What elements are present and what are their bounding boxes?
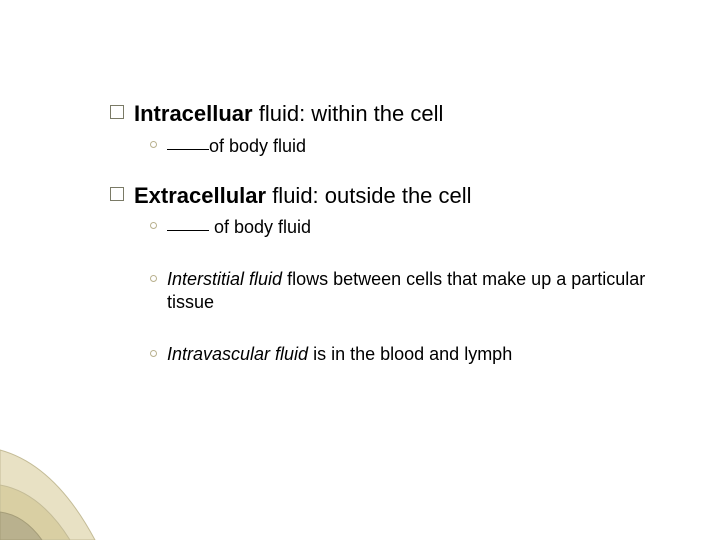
subbullet-intra-1: of body fluid bbox=[150, 134, 650, 158]
extra-sub3-rest: is in the blood and lymph bbox=[308, 344, 512, 364]
extra-head-bold: Extracellular bbox=[134, 183, 266, 208]
subbullet-extra-2-text: Interstitial fluid flows between cells t… bbox=[167, 268, 650, 315]
bullet-intracellular-text: Intracelluar fluid: within the cell bbox=[134, 100, 443, 128]
square-bullet-icon bbox=[110, 105, 124, 119]
ring-bullet-icon bbox=[150, 222, 157, 229]
subbullet-extra-1: of body fluid bbox=[150, 215, 650, 239]
slide-content: Intracelluar fluid: within the cell of b… bbox=[110, 100, 650, 372]
intra-head-bold: Intracelluar bbox=[134, 101, 253, 126]
spacer bbox=[110, 164, 650, 182]
spacer bbox=[110, 246, 650, 268]
subbullet-extra-3-text: Intravascular fluid is in the blood and … bbox=[167, 343, 512, 366]
square-bullet-icon bbox=[110, 187, 124, 201]
blank-extra bbox=[167, 213, 209, 231]
bullet-extracellular-text: Extracellular fluid: outside the cell bbox=[134, 182, 472, 210]
corner-decoration bbox=[0, 430, 110, 540]
extra-sub3-italic: Intravascular fluid bbox=[167, 344, 308, 364]
subbullet-extra-3: Intravascular fluid is in the blood and … bbox=[150, 343, 650, 366]
extra-head-rest: fluid: outside the cell bbox=[266, 183, 471, 208]
subbullet-extra-1-text: of body fluid bbox=[167, 215, 311, 239]
corner-shapes bbox=[0, 450, 95, 540]
bullet-extracellular: Extracellular fluid: outside the cell bbox=[110, 182, 650, 210]
bullet-intracellular: Intracelluar fluid: within the cell bbox=[110, 100, 650, 128]
intra-sub1: of body fluid bbox=[209, 136, 306, 156]
extra-sub2-italic: Interstitial fluid bbox=[167, 269, 282, 289]
ring-bullet-icon bbox=[150, 350, 157, 357]
ring-bullet-icon bbox=[150, 141, 157, 148]
subbullet-extra-2: Interstitial fluid flows between cells t… bbox=[150, 268, 650, 315]
subbullet-intra-1-text: of body fluid bbox=[167, 134, 306, 158]
ring-bullet-icon bbox=[150, 275, 157, 282]
extra-sub1: of body fluid bbox=[209, 217, 311, 237]
blank-intra bbox=[167, 132, 209, 150]
intra-head-rest: fluid: within the cell bbox=[253, 101, 444, 126]
spacer bbox=[110, 321, 650, 343]
